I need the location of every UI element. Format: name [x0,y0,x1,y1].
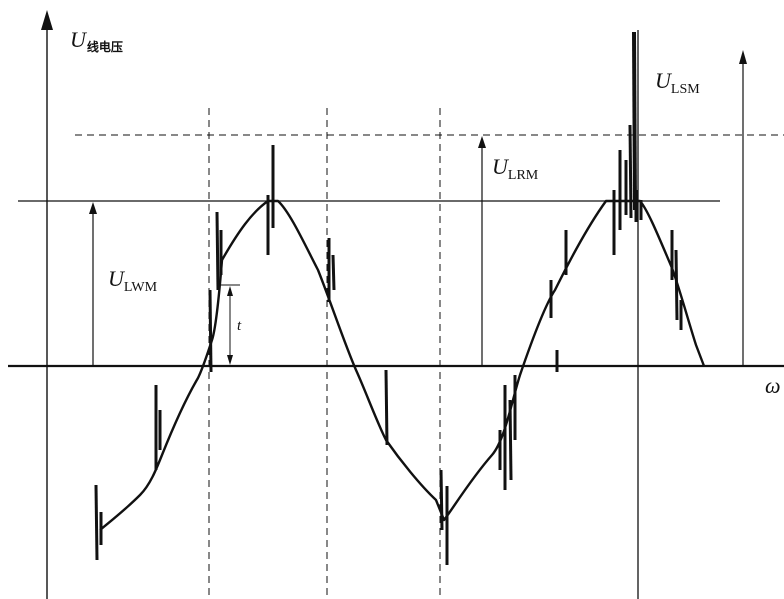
u-lwm-label: ULWM [108,266,158,295]
t-interval-down-arrowhead-icon [227,355,233,365]
y-axis-label: U线电压 [70,27,123,54]
transient-notches [96,125,681,565]
u-lrm-label: ULRM [492,154,539,183]
t-interval-up-arrowhead-icon [227,286,233,296]
x-axis-label: ω [765,373,781,398]
y-axis-arrow-icon [41,10,53,30]
surge-spike [634,32,635,210]
u-lwm-arrowhead-icon [89,202,97,214]
u-lsm-label: ULSM [655,68,700,97]
u-lrm-arrowhead-icon [478,136,486,148]
t-interval-label: t [237,318,242,334]
u-lsm-arrowhead-icon [739,50,747,64]
